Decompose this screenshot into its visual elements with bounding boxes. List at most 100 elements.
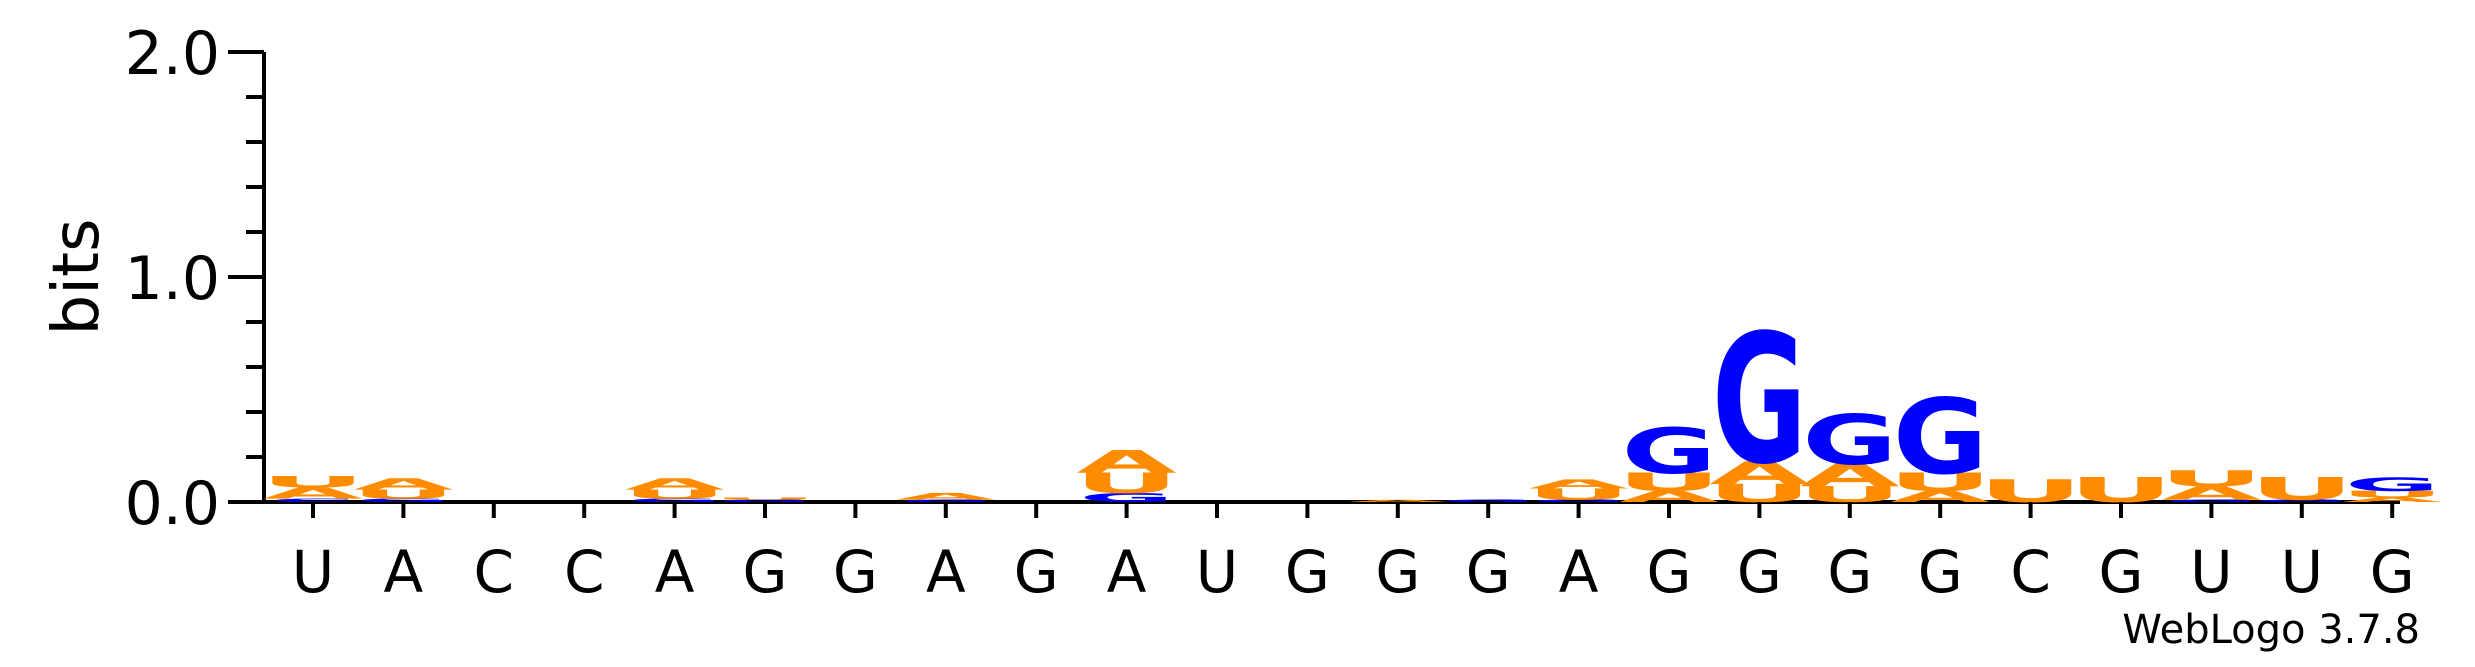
logo-letter-glyph: G xyxy=(2164,499,2259,503)
logo-letter-glyph: A xyxy=(2161,482,2262,504)
logo-letter-glyph: A xyxy=(1529,477,1629,492)
x-tick-label: G xyxy=(833,538,878,606)
x-tick-label: G xyxy=(743,538,788,606)
logo-letter-glyph: A xyxy=(1709,455,1809,491)
x-tick-label: C xyxy=(2010,538,2051,606)
logo-letter-glyph: U xyxy=(351,487,456,502)
logo-letter: G xyxy=(1079,491,1174,505)
x-tick-label: G xyxy=(1466,538,1511,606)
logo-letter: U xyxy=(1616,467,1721,496)
x-tick-label: U xyxy=(292,538,334,606)
x-tick-label: A xyxy=(384,538,424,606)
x-tick-label: A xyxy=(1559,538,1599,606)
logo-letter: U xyxy=(1888,467,1993,496)
x-tick-label: U xyxy=(2281,538,2323,606)
x-tick-label: A xyxy=(1107,538,1147,606)
logo-letter: A xyxy=(353,475,453,493)
logo-letter-glyph: A xyxy=(263,484,363,502)
logo-letter: G xyxy=(2345,473,2440,495)
y-tick-label: 1.0 xyxy=(125,244,220,314)
x-tick-label: C xyxy=(474,538,515,606)
logo-letter-glyph: G xyxy=(2345,473,2440,495)
logo-letter: G xyxy=(1712,298,1807,504)
logo-letter: A xyxy=(2342,496,2442,503)
logo-letter: U xyxy=(351,487,456,502)
x-tick-label: U xyxy=(2190,538,2232,606)
x-tick-label: G xyxy=(1737,538,1782,606)
logo-letter-glyph: A xyxy=(896,491,996,502)
logo-letter-glyph: U xyxy=(1616,467,1721,496)
logo-letter: G xyxy=(2164,499,2259,503)
logo-letter-glyph: G xyxy=(1802,401,1897,480)
x-tick-label: G xyxy=(2370,538,2415,606)
logo-letter-glyph: G xyxy=(356,498,451,503)
weblogo-credit: WebLogo 3.7.8 xyxy=(2122,607,2420,653)
logo-letter-glyph: U xyxy=(260,473,365,491)
logo-letter-glyph: A xyxy=(1619,487,1719,505)
logo-letter-glyph: U xyxy=(1888,467,1993,496)
logo-letter: A xyxy=(1077,444,1177,480)
logo-letter: G xyxy=(898,499,993,503)
x-tick-label: G xyxy=(1285,538,1330,606)
logo-letter-glyph: U xyxy=(712,497,817,501)
logo-letter: A xyxy=(625,475,725,493)
x-tick-label: U xyxy=(1196,538,1238,606)
logo-letter-glyph: U xyxy=(1526,485,1631,503)
logo-letter-glyph: G xyxy=(1531,499,1626,503)
logo-letter: G xyxy=(1531,499,1626,503)
x-tick-label: G xyxy=(1014,538,1059,606)
logo-letter: U xyxy=(712,497,817,501)
logo-letter-glyph: U xyxy=(2249,471,2354,507)
logo-letter-glyph: G xyxy=(1712,298,1807,504)
logo-letter: U xyxy=(1074,467,1179,500)
logo-letter: U xyxy=(2249,471,2354,507)
y-tick-label: 0.0 xyxy=(125,469,220,539)
logo-letter-glyph: A xyxy=(625,475,725,493)
x-tick-label: G xyxy=(1918,538,1963,606)
logo-letter-glyph: G xyxy=(2254,499,2349,503)
logo-letter: U xyxy=(1526,485,1631,503)
x-tick-label: G xyxy=(1827,538,1872,606)
x-tick-label: C xyxy=(564,538,605,606)
logo-letter-glyph: U xyxy=(2340,489,2445,500)
logo-letter: G xyxy=(1621,415,1716,488)
logo-letter-glyph: U xyxy=(1074,467,1179,500)
logo-letter-glyph: G xyxy=(627,498,722,503)
logo-letter-glyph: U xyxy=(2159,466,2264,491)
logo-letter-glyph: U xyxy=(622,487,727,502)
logo-letter: G xyxy=(1802,401,1897,480)
logo-letter-glyph: A xyxy=(353,475,453,493)
logo-letter: C xyxy=(271,498,356,503)
logo-letter: U xyxy=(622,487,727,502)
logo-letter-glyph: A xyxy=(1890,487,1990,505)
y-tick-label: 2.0 xyxy=(125,19,220,89)
logo-letter-glyph: G xyxy=(1441,499,1536,503)
logo-letter: A xyxy=(1348,499,1448,503)
logo-letter-glyph: G xyxy=(1079,491,1174,505)
logo-letter: A xyxy=(896,491,996,502)
x-tick-label: A xyxy=(926,538,966,606)
logo-letter-glyph: G xyxy=(1621,415,1716,488)
logo-letter: A xyxy=(1709,455,1809,491)
y-ticks: 0.0 1.0 2.0 xyxy=(125,19,264,539)
logo-letter: U xyxy=(2159,466,2264,491)
logo-letter: A xyxy=(1619,487,1719,505)
logo-letter-glyph: A xyxy=(1348,499,1448,503)
axes xyxy=(262,52,2400,504)
x-tick-label: G xyxy=(2099,538,2144,606)
logo-letter-glyph: G xyxy=(898,499,993,503)
logo-letter: G xyxy=(356,498,451,503)
logo-letter: A xyxy=(2161,482,2262,504)
logo-letter: A xyxy=(1890,487,1990,505)
logo-letter: G xyxy=(627,498,722,503)
logo-letter: G xyxy=(2254,499,2349,503)
logo-letter-glyph: G xyxy=(1893,377,1988,497)
logo-letter: A xyxy=(1800,458,1900,494)
logo-letter: A xyxy=(263,484,363,502)
logo-letter-glyph: A xyxy=(1800,458,1900,494)
logo-letter-glyph: G xyxy=(717,499,812,503)
x-tick-label: G xyxy=(1647,538,1692,606)
